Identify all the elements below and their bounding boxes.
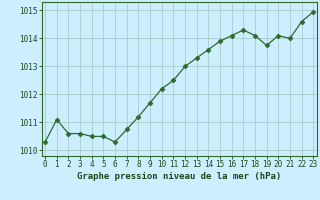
X-axis label: Graphe pression niveau de la mer (hPa): Graphe pression niveau de la mer (hPa): [77, 172, 281, 181]
